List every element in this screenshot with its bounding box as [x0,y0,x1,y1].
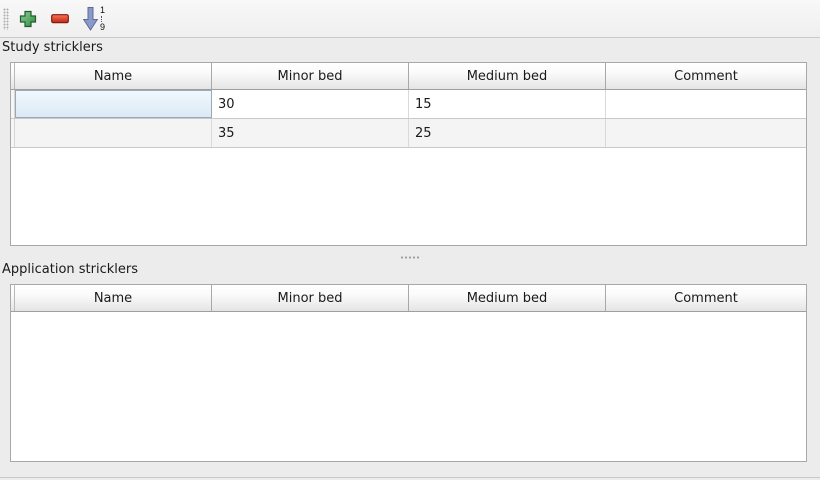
column-header-comment[interactable]: Comment [674,290,738,306]
add-row-button[interactable] [12,2,44,35]
column-header-comment[interactable]: Comment [674,68,738,84]
column-header-minor-bed[interactable]: Minor bed [212,63,409,89]
table-empty-area [11,312,806,461]
table-corner [11,285,15,311]
splitter-handle[interactable] [0,251,820,263]
column-header-minor-bed[interactable]: Minor bed [212,285,409,311]
remove-row-button[interactable] [44,2,76,35]
cell-medium-bed[interactable]: 15 [409,90,606,118]
column-header-medium-bed[interactable]: Medium bed [409,63,606,89]
cell-medium-bed[interactable]: 25 [409,119,606,147]
splitter-dots-icon [400,255,420,259]
toolbar-drag-handle[interactable] [3,8,9,30]
plus-icon [19,10,37,28]
table-row: 30 15 [11,90,806,119]
table-corner [11,63,15,89]
sort-ascending-icon: 1 9 [82,5,105,32]
cell-minor-bed[interactable]: 35 [212,119,409,147]
minus-icon [51,13,69,24]
sort-dots [101,16,103,22]
column-header-medium-bed[interactable]: Medium bed [409,285,606,311]
sort-bottom-label: 9 [99,22,105,32]
study-stricklers-table: Name Minor bed Medium bed Comment 30 15 … [10,62,807,246]
cell-name[interactable] [15,119,212,147]
table-row: 35 25 [11,119,806,148]
application-stricklers-label: Application stricklers [2,262,138,277]
column-header-name[interactable]: Name [15,63,212,89]
row-header[interactable] [11,119,15,147]
study-stricklers-label: Study stricklers [2,40,103,55]
sort-ascending-button[interactable]: 1 9 [78,2,110,35]
column-header-name[interactable]: Name [15,285,212,311]
toolbar: 1 9 [0,0,820,38]
window-bottom-edge [0,477,820,478]
table-empty-area [11,148,806,245]
cell-comment[interactable] [606,90,806,118]
table-header-row: Name Minor bed Medium bed Comment [11,285,806,312]
cell-comment[interactable] [606,119,806,147]
application-stricklers-table: Name Minor bed Medium bed Comment [10,284,807,462]
cell-name-selected[interactable] [15,90,212,118]
sort-top-label: 1 [99,5,105,15]
row-header[interactable] [11,90,15,118]
cell-minor-bed[interactable]: 30 [212,90,409,118]
table-header-row: Name Minor bed Medium bed Comment [11,63,806,90]
